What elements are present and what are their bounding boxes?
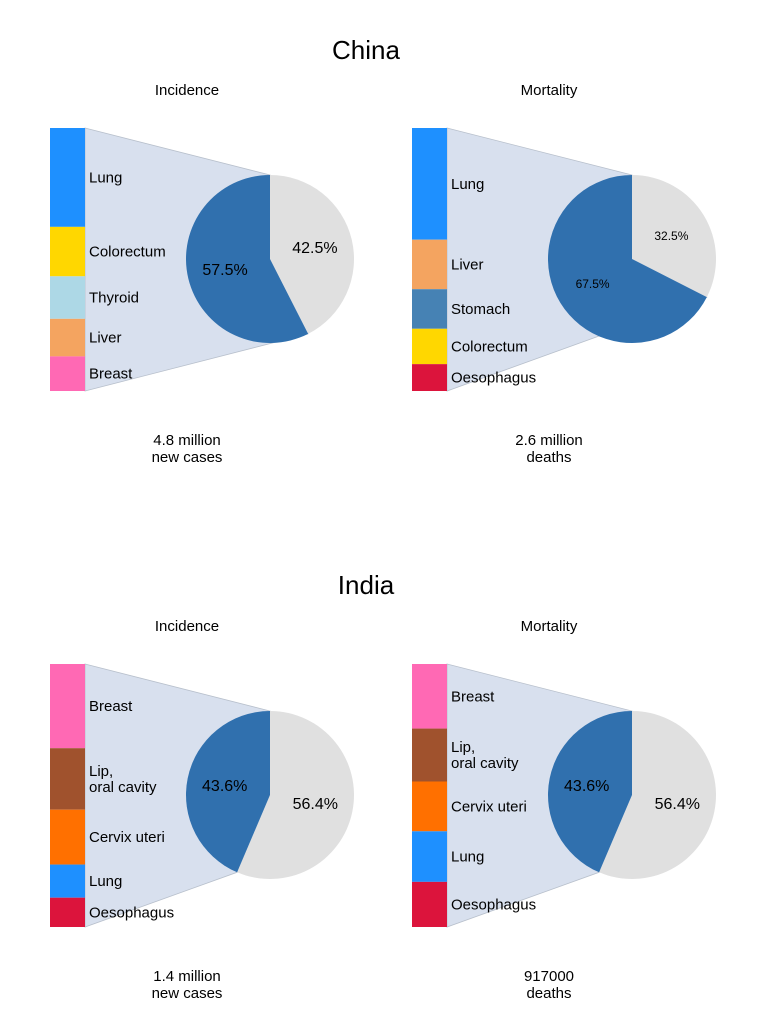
bar-segment-thyroid	[50, 276, 85, 319]
country-title-india: India	[338, 570, 395, 600]
total-label: 4.8 million new cases	[152, 432, 223, 466]
bar-segment-oesophagus	[412, 881, 447, 927]
pie-panel-china-mortality: Mortality Lung Liver Stomach Colorectum Oesop…	[412, 82, 716, 466]
bar-label-lip-oral-cavity: Lip, oral cavity	[89, 763, 157, 796]
bar-segment-lung	[412, 831, 447, 882]
pie-slice-label: 32.5%	[654, 229, 688, 243]
bar-label-breast: Breast	[451, 688, 495, 705]
pie-panels: Incidence Lung Colorectum Thyroid Liver Breas…	[50, 82, 717, 1002]
bar-segment-oesophagus	[50, 897, 85, 927]
pie-panel-india-incidence: Incidence Breast Lip, oral cavity Cervix ute…	[50, 618, 355, 1002]
bar-label-lip-oral-cavity: Lip, oral cavity	[451, 739, 519, 772]
pie-slice-main	[548, 711, 632, 873]
pie-slice-label: 56.4%	[293, 796, 338, 813]
bar-segment-breast	[50, 356, 85, 391]
panel-title: Incidence	[155, 618, 219, 635]
bar-label-cervix-uteri: Cervix uteri	[89, 829, 165, 846]
bar-label-cervix-uteri: Cervix uteri	[451, 798, 527, 815]
pie-slice-main	[186, 711, 270, 873]
bar-segment-colorectum	[50, 226, 85, 277]
bar-segment-breast	[50, 664, 85, 749]
bar-label-liver: Liver	[451, 256, 484, 273]
total-label: 1.4 million new cases	[152, 968, 223, 1002]
pie-slice-label: 43.6%	[202, 778, 247, 795]
bar-label-colorectum: Colorectum	[451, 338, 528, 355]
panel-title: Mortality	[521, 618, 578, 635]
panel-title: Mortality	[521, 82, 578, 99]
bar-label-oesophagus: Oesophagus	[451, 370, 536, 387]
bar-segment-breast	[412, 664, 447, 729]
bar-segment-liver	[412, 239, 447, 290]
bar-segment-oesophagus	[412, 364, 447, 391]
bar-label-lung: Lung	[451, 849, 484, 866]
bar-segment-lip-oral-cavity	[50, 748, 85, 810]
pie-panel-china-incidence: Incidence Lung Colorectum Thyroid Liver Breas…	[50, 82, 355, 466]
total-label: 917000 deaths	[524, 968, 574, 1002]
pie-slice-rest	[237, 711, 355, 880]
bar-segment-lung	[412, 128, 447, 240]
pie-slice-label: 67.5%	[576, 277, 610, 291]
pie-slice-rest	[270, 175, 355, 334]
total-label: 2.6 million deaths	[515, 432, 583, 466]
bar-label-lung: Lung	[89, 169, 122, 186]
bar-segment-lung	[50, 864, 85, 898]
pie-panel-india-mortality: Mortality Breast Lip, oral cavity Cervix ute…	[412, 618, 717, 1002]
pie-slice-label: 57.5%	[202, 262, 247, 279]
bar-label-oesophagus: Oesophagus	[89, 904, 174, 921]
pie-slice-label: 43.6%	[564, 778, 609, 795]
bar-label-lung: Lung	[451, 176, 484, 193]
bar-label-breast: Breast	[89, 698, 133, 715]
bar-label-thyroid: Thyroid	[89, 290, 139, 307]
panel-title: Incidence	[155, 82, 219, 99]
bar-segment-liver	[50, 318, 85, 357]
pie-slice-main	[186, 175, 309, 343]
bar-label-colorectum: Colorectum	[89, 244, 166, 261]
bar-label-breast: Breast	[89, 366, 133, 383]
bar-label-oesophagus: Oesophagus	[451, 896, 536, 913]
pie-slice-label: 42.5%	[292, 240, 337, 257]
pie-slice-label: 56.4%	[655, 796, 700, 813]
country-title-china: China	[332, 35, 400, 65]
pie-slice-rest	[632, 175, 716, 298]
bar-label-stomach: Stomach	[451, 301, 510, 318]
bar-segment-cervix-uteri	[50, 809, 85, 865]
bar-segment-cervix-uteri	[412, 781, 447, 832]
bar-label-liver: Liver	[89, 330, 122, 347]
bar-segment-lung	[50, 128, 85, 227]
bar-label-lung: Lung	[89, 873, 122, 890]
bar-segment-stomach	[412, 289, 447, 329]
pie-slice-main	[548, 175, 707, 343]
bar-segment-lip-oral-cavity	[412, 728, 447, 782]
bar-segment-colorectum	[412, 328, 447, 365]
pie-slice-rest	[599, 711, 717, 880]
